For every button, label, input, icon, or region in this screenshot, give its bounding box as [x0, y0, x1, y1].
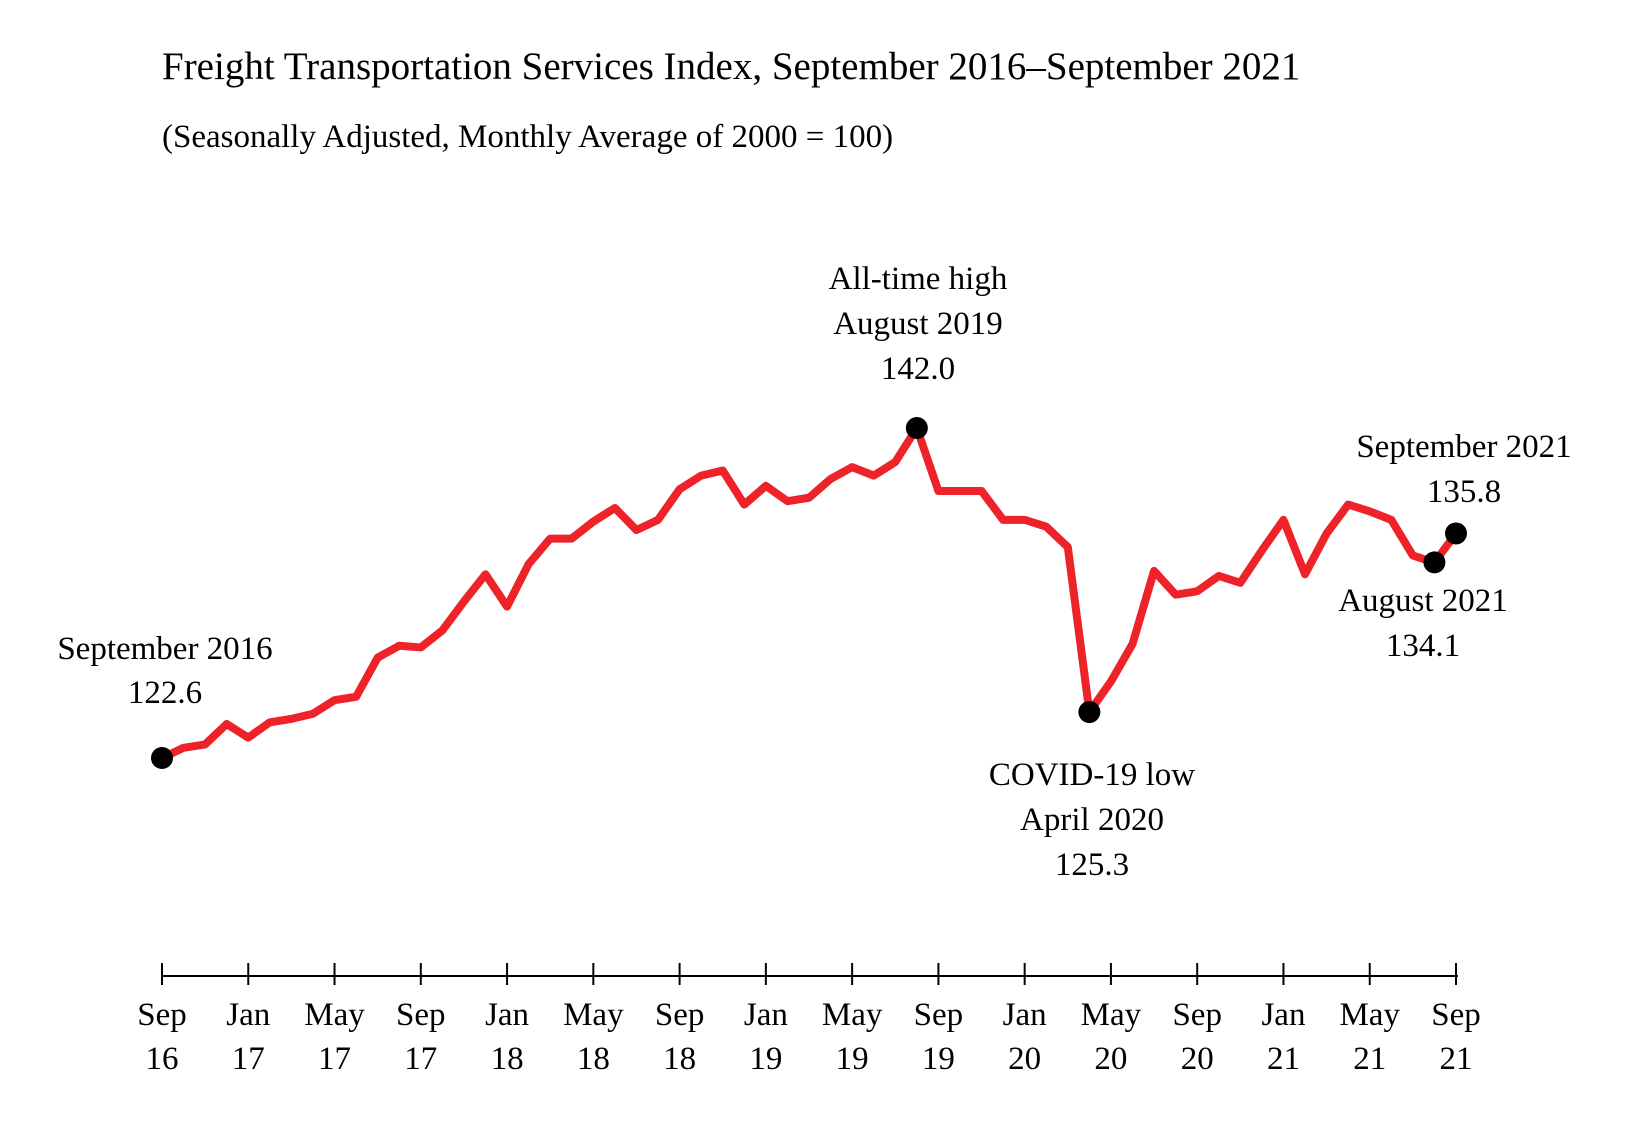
annotation: COVID-19 low: [989, 757, 1195, 793]
annotation: September 2016: [57, 631, 272, 667]
chart-subtitle: (Seasonally Adjusted, Monthly Average of…: [162, 119, 893, 155]
x-tick-label: Sep 16: [137, 997, 187, 1077]
x-tick-label: Sep 21: [1431, 997, 1481, 1077]
annotation: September 2021: [1356, 429, 1571, 465]
annotation: April 2020: [1020, 802, 1164, 838]
series-line: [160, 424, 1460, 762]
value-label: 135.8: [1427, 474, 1501, 510]
x-tick-label: Jan 19: [743, 997, 788, 1077]
x-tick-label: Jan 17: [226, 997, 271, 1077]
x-tick-label: Jan 18: [485, 997, 530, 1077]
x-tick-label: May 17: [304, 997, 365, 1077]
value-label: 142.0: [881, 351, 955, 387]
value-label: 134.1: [1386, 628, 1460, 664]
value-label: 122.6: [128, 675, 202, 711]
chart-title: Freight Transportation Services Index, S…: [162, 45, 1300, 88]
x-tick-label: Jan 20: [1002, 997, 1047, 1077]
x-tick-label: Jan 21: [1261, 997, 1306, 1077]
highlight-point: [905, 417, 928, 439]
highlight-point: [1445, 522, 1467, 545]
x-tick-label: May 19: [821, 997, 883, 1077]
highlight-point: [1078, 701, 1101, 724]
highlight-point: [151, 747, 173, 769]
x-tick-label: May 20: [1080, 997, 1142, 1077]
annotation: August 2021: [1338, 583, 1508, 619]
x-tick-label: May 21: [1339, 997, 1400, 1077]
highlight-point: [1423, 551, 1446, 574]
x-tick-label: Sep 19: [913, 997, 964, 1077]
annotation: All-time high: [829, 261, 1008, 297]
x-tick-label: Sep 18: [654, 997, 705, 1077]
x-tick-label: Sep 20: [1172, 997, 1222, 1077]
value-label: 125.3: [1055, 847, 1129, 883]
x-tick-label: May 18: [563, 997, 624, 1077]
annotation: August 2019: [833, 306, 1003, 342]
x-tick-label: Sep 17: [396, 997, 446, 1077]
